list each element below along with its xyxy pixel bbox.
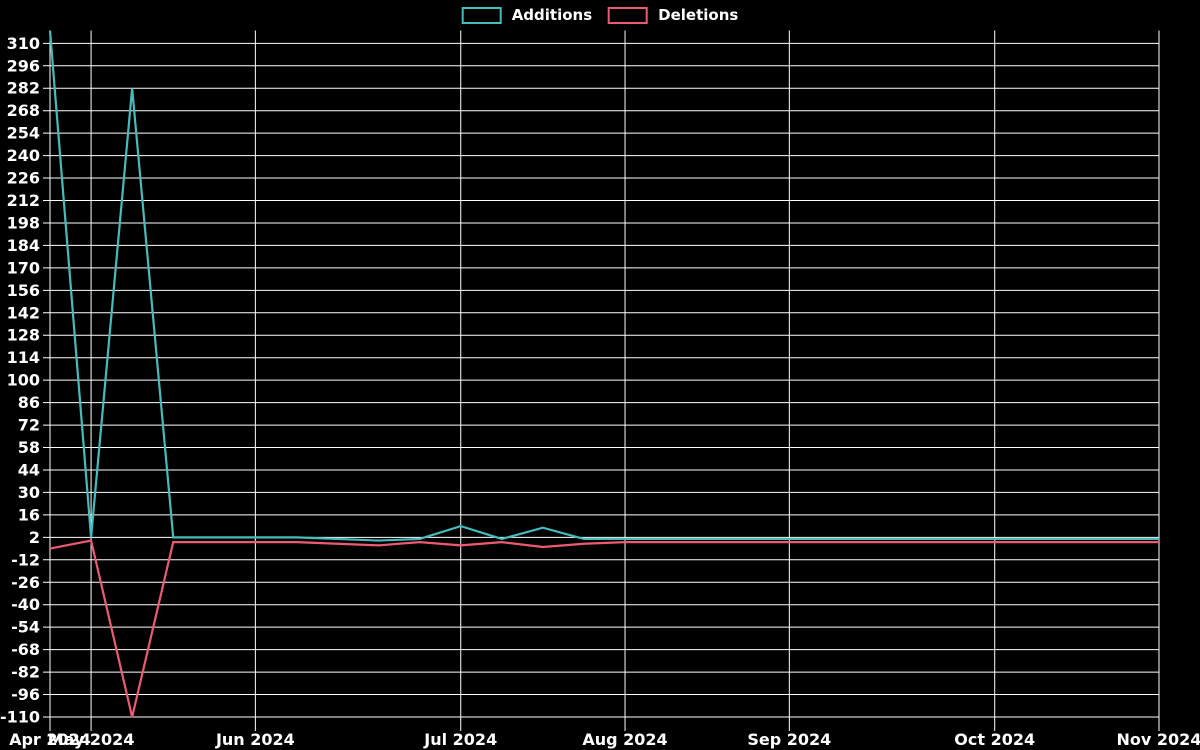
y-tick-label: -40 bbox=[11, 595, 40, 614]
legend-item-deletions: Deletions bbox=[608, 7, 738, 24]
deletions-swatch-icon bbox=[608, 7, 649, 24]
y-tick-label: -110 bbox=[0, 707, 40, 726]
y-tick-label: 198 bbox=[7, 213, 40, 232]
legend-label-additions: Additions bbox=[511, 6, 593, 24]
y-tick-label: 100 bbox=[7, 371, 40, 390]
y-tick-label: 142 bbox=[7, 303, 40, 322]
legend-item-additions: Additions bbox=[461, 6, 593, 24]
y-tick-label: 226 bbox=[7, 169, 40, 188]
y-tick-label: 268 bbox=[7, 101, 40, 120]
x-tick-label: Oct 2024 bbox=[954, 730, 1035, 749]
x-tick-label: Sep 2024 bbox=[747, 730, 831, 749]
y-tick-label: 128 bbox=[7, 326, 40, 345]
y-tick-label: 16 bbox=[18, 505, 40, 524]
x-tick-label: Jul 2024 bbox=[423, 730, 497, 749]
y-tick-label: 2 bbox=[29, 528, 40, 547]
x-tick-label: Aug 2024 bbox=[582, 730, 667, 749]
x-tick-label: Jun 2024 bbox=[215, 730, 295, 749]
y-tick-label: 282 bbox=[7, 79, 40, 98]
y-tick-labels: 310 296 282 268 254 240 226 212 198 184 170 156 142 1… bbox=[0, 34, 40, 727]
legend-label-deletions: Deletions bbox=[658, 6, 739, 24]
y-tick-label: -96 bbox=[11, 685, 40, 704]
chart-legend: Additions Deletions bbox=[461, 6, 738, 24]
y-tick-label: 58 bbox=[18, 438, 40, 457]
y-tick-label: -82 bbox=[11, 663, 40, 682]
y-tick-label: 184 bbox=[7, 236, 40, 255]
x-tick-label: May 2024 bbox=[48, 730, 135, 749]
y-tick-label: 156 bbox=[7, 281, 40, 300]
y-tick-label: 296 bbox=[7, 56, 40, 75]
y-tick-label: 170 bbox=[7, 258, 40, 277]
y-tick-label: 30 bbox=[18, 483, 40, 502]
y-tick-label: 86 bbox=[18, 393, 40, 412]
y-tick-label: 310 bbox=[7, 34, 40, 53]
y-tick-label: -26 bbox=[11, 573, 40, 592]
x-gridlines bbox=[49, 30, 1160, 731]
x-tick-label: Nov 2024 bbox=[1117, 730, 1200, 749]
y-tick-label: -12 bbox=[11, 550, 40, 569]
y-tick-label: -68 bbox=[11, 640, 40, 659]
y-gridlines bbox=[43, 42, 1159, 718]
additions-swatch-icon bbox=[461, 7, 502, 24]
y-tick-label: 240 bbox=[7, 146, 40, 165]
y-tick-label: 44 bbox=[18, 460, 40, 479]
x-tick-label: Apr 2024 bbox=[9, 730, 91, 749]
y-tick-label: 114 bbox=[7, 348, 40, 367]
series-line-deletions bbox=[49, 539, 1159, 718]
y-tick-label: 72 bbox=[18, 416, 40, 435]
y-tick-label: -54 bbox=[11, 618, 40, 637]
y-tick-label: 254 bbox=[7, 124, 40, 143]
y-tick-label: 212 bbox=[7, 191, 40, 210]
series-line-additions bbox=[48, 30, 1159, 542]
